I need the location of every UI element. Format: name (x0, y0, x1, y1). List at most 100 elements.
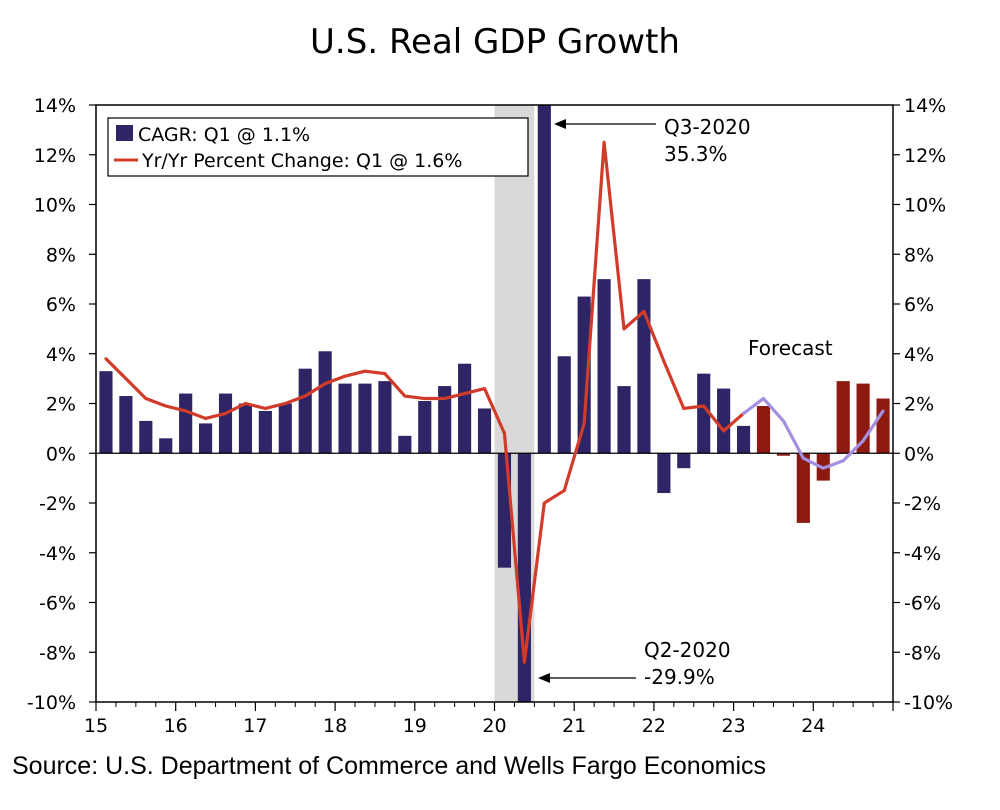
x-tick-label: 24 (801, 715, 825, 737)
y-tick-label-left: -4% (39, 543, 76, 565)
yoy-point-2023q1 (742, 411, 746, 415)
annotations: Q3-2020 35.3% Q2-2020 -29.9% Forecast (538, 115, 833, 689)
bar-2019q4 (477, 408, 492, 454)
bar-2015q3 (139, 420, 153, 454)
y-tick-label-left: -10% (27, 692, 76, 714)
yoy-point-2019q3 (463, 392, 467, 396)
bar-2021q2 (597, 279, 611, 454)
y-tick-label-right: 12% (904, 145, 946, 167)
yoy-point-2017q2 (283, 402, 287, 405)
source-note: Source: U.S. Department of Commerce and … (12, 752, 766, 780)
yoy-point-2019q2 (443, 397, 447, 401)
yoy-point-2021q2 (602, 140, 606, 144)
y-tick-label-right: 8% (904, 244, 934, 266)
x-tick-label: 19 (403, 715, 427, 737)
bar-2016q1 (179, 393, 193, 454)
yoy-point-2016q2 (204, 416, 208, 420)
bar-2021q1 (577, 296, 591, 454)
yoy-point-2017q4 (323, 382, 327, 386)
bar-2019q2 (438, 386, 452, 454)
bar-2024q4 (876, 398, 890, 454)
yoy-point-2015q2 (124, 377, 128, 381)
bar-2019q3 (458, 363, 472, 454)
bar-2015q4 (159, 438, 173, 454)
x-tick-label: 17 (243, 715, 267, 737)
annotation-q2-2020-value: -29.9% (644, 665, 715, 689)
y-tick-label-left: 4% (46, 344, 76, 366)
annotation-q3-2020-arrowhead (554, 119, 566, 129)
yoy-point-2020q4 (562, 489, 566, 493)
bar-2020q4 (557, 356, 571, 454)
y-tick-label-right: 0% (904, 443, 934, 465)
x-tick-label: 18 (323, 715, 347, 737)
bar-2020q3 (537, 105, 551, 454)
yoy-point-2021q3 (622, 327, 626, 331)
bar-2021q4 (637, 279, 651, 454)
yoy-point-2015q1 (104, 357, 108, 361)
y-tick-label-left: 10% (34, 195, 76, 217)
bar-2023q3 (776, 453, 790, 456)
yoy-point-2024q2 (841, 459, 845, 463)
x-tick-label: 23 (722, 715, 746, 737)
x-tick-label: 21 (562, 715, 586, 737)
y-tick-label-left: -6% (39, 593, 76, 615)
yoy-point-2024q4 (881, 409, 885, 413)
lines-layer (104, 140, 885, 664)
y-tick-label-right: -2% (904, 493, 941, 515)
legend: CAGR: Q1 @ 1.1% Yr/Yr Percent Change: Q1… (107, 117, 529, 177)
bar-2024q2 (836, 381, 850, 454)
yoy-point-2015q3 (144, 397, 148, 401)
yoy-point-2023q2 (761, 397, 765, 401)
annotation-q2-2020-arrowhead (538, 673, 550, 683)
bar-2017q1 (258, 410, 272, 454)
yoy-point-2018q2 (363, 369, 367, 373)
yoy-point-2022q2 (682, 406, 686, 410)
y-tick-label-right: 4% (904, 344, 934, 366)
annotation-q3-2020-label: Q3-2020 (664, 115, 751, 139)
yoy-point-2023q4 (801, 456, 805, 460)
bar-2018q2 (358, 383, 372, 454)
bar-2017q4 (318, 351, 332, 454)
bar-2021q3 (617, 386, 631, 454)
bar-2016q3 (218, 393, 233, 454)
y-tick-label-right: -10% (904, 692, 953, 714)
yoy-point-2021q4 (642, 309, 646, 313)
yoy-point-2024q1 (821, 466, 825, 470)
y-tick-label-left: 8% (46, 244, 76, 266)
y-tick-label-left: 12% (34, 145, 76, 167)
yoy-point-2023q3 (781, 419, 785, 423)
yoy-point-2018q1 (343, 374, 347, 378)
yoy-point-2016q4 (243, 402, 247, 405)
y-tick-label-right: -8% (904, 642, 941, 664)
yoy-point-2022q3 (702, 404, 706, 408)
y-tick-label-left: -8% (39, 642, 76, 664)
yoy-point-2022q4 (722, 429, 726, 433)
ticks-layer: 14% 14% 12% 12% 10% 10% 8% 8% 6% 6% 4% 4% 2% 2% 0% 0% -2… (27, 95, 953, 737)
y-tick-label-right: 10% (904, 195, 946, 217)
bars-layer (99, 105, 890, 702)
annotation-q2-2020-label: Q2-2020 (644, 638, 731, 662)
bar-2018q1 (338, 383, 352, 454)
y-tick-label-right: 2% (904, 394, 934, 416)
y-tick-label-left: 0% (46, 443, 76, 465)
yoy-line-forecast (742, 396, 885, 470)
bar-2016q4 (238, 403, 253, 454)
legend-label-line: Yr/Yr Percent Change: Q1 @ 1.6% (141, 150, 462, 172)
bar-2015q2 (119, 396, 133, 454)
yoy-point-2022q1 (662, 359, 666, 363)
yoy-point-2020q1 (502, 431, 506, 435)
x-tick-label: 20 (482, 715, 506, 737)
x-tick-label: 15 (84, 715, 108, 737)
yoy-point-2018q4 (403, 394, 407, 398)
yoy-point-2021q1 (582, 421, 586, 425)
legend-label-bar: CAGR: Q1 @ 1.1% (138, 124, 310, 146)
bar-2017q2 (278, 403, 292, 454)
yoy-point-2017q1 (263, 406, 267, 410)
yoy-point-2020q2 (522, 660, 526, 664)
y-tick-label-left: 6% (46, 294, 76, 316)
legend-swatch-bar (116, 125, 133, 141)
x-tick-label: 16 (164, 715, 188, 737)
bar-2018q3 (378, 381, 392, 454)
bar-2017q3 (298, 368, 312, 454)
yoy-point-2020q3 (542, 501, 546, 505)
